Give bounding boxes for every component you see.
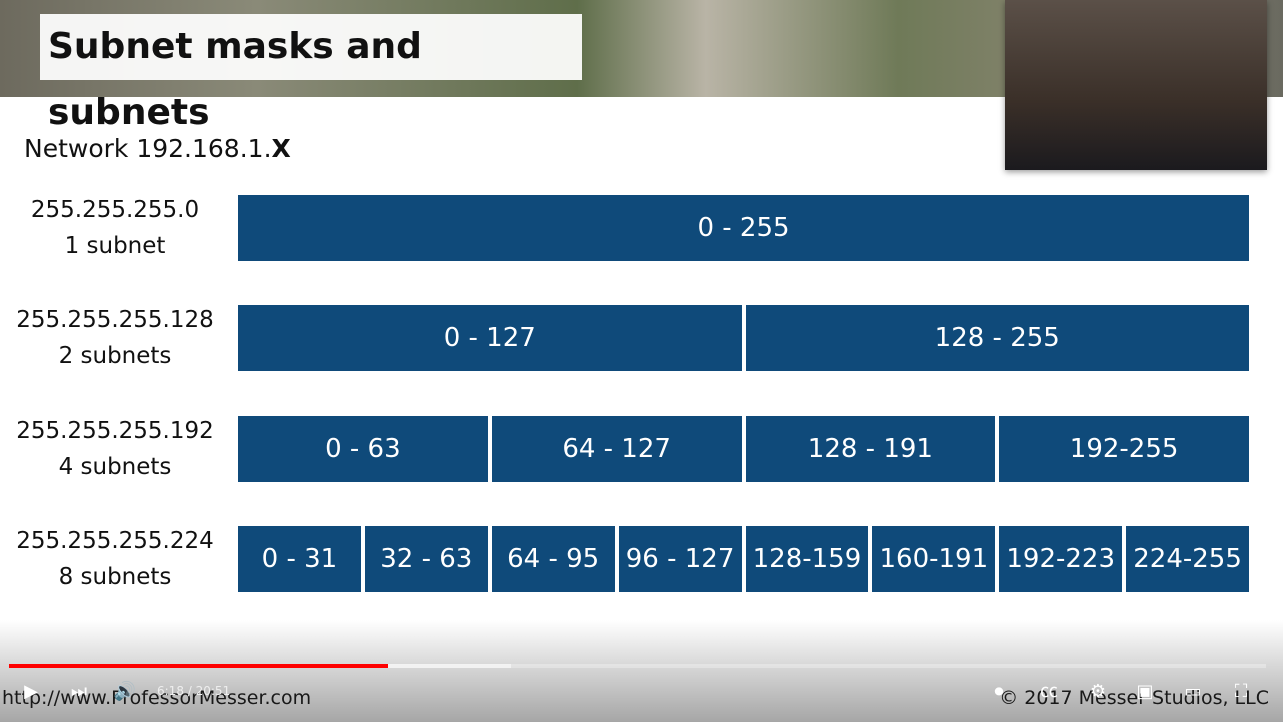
footer-url: http://www.ProfessorMesser.com — [2, 687, 311, 709]
subnet-count: 1 subnet — [64, 233, 166, 259]
fullscreen-button[interactable]: ⛶ — [1234, 681, 1248, 702]
webcam-overlay — [1005, 0, 1267, 170]
volume-button[interactable]: 🔊 — [113, 681, 137, 702]
miniplayer-button[interactable]: ▣ — [1136, 681, 1154, 702]
range-cell: 0 - 255 — [238, 195, 1249, 261]
range-cell: 128 - 255 — [745, 305, 1249, 371]
range-cell: 160-191 — [872, 526, 996, 592]
range-cell: 0 - 63 — [238, 416, 488, 482]
settings-button[interactable]: ⚙ — [1089, 681, 1107, 702]
slide-title: Subnet masks and subnets — [40, 14, 582, 133]
range-cell: 192-255 — [999, 416, 1249, 482]
range-cell: 0 - 127 — [238, 305, 742, 371]
subnet-count: 8 subnets — [58, 564, 172, 590]
subnet-count: 4 subnets — [58, 454, 172, 480]
network-var: X — [271, 134, 291, 163]
network-label: Network 192.168.1.X — [24, 134, 291, 163]
autoplay-toggle[interactable]: ⏺ — [994, 681, 1004, 702]
next-button[interactable]: ⏭ — [70, 681, 88, 702]
network-prefix: Network 192.168.1. — [24, 134, 272, 163]
range-cell: 0 - 31 — [238, 526, 361, 592]
range-cell: 128 - 191 — [745, 416, 996, 482]
progress-buffered — [388, 664, 511, 668]
controls-shade — [0, 620, 1283, 722]
range-cell: 224-255 — [1126, 526, 1249, 592]
range-cell: 128-159 — [745, 526, 869, 592]
mask-label: 255.255.255.0 — [30, 197, 200, 223]
progress-played[interactable] — [9, 664, 388, 668]
mask-label: 255.255.255.224 — [16, 528, 214, 554]
play-button[interactable]: ▶ — [24, 681, 38, 702]
mask-label: 255.255.255.192 — [16, 418, 214, 444]
theater-button[interactable]: ▭ — [1184, 681, 1202, 702]
range-cell: 96 - 127 — [618, 526, 742, 592]
footer-copyright: © 2017 Messer Studios, LLC — [999, 687, 1269, 709]
time-display: 6:18 / 20:51 — [157, 684, 231, 698]
range-cell: 192-223 — [999, 526, 1123, 592]
subnet-count: 2 subnets — [58, 343, 172, 369]
captions-button[interactable]: ㏄ — [1040, 681, 1058, 702]
mask-label: 255.255.255.128 — [16, 307, 214, 333]
progress-track[interactable] — [9, 664, 1266, 668]
range-cell: 64 - 95 — [491, 526, 615, 592]
range-cell: 64 - 127 — [491, 416, 742, 482]
range-cell: 32 - 63 — [364, 526, 488, 592]
